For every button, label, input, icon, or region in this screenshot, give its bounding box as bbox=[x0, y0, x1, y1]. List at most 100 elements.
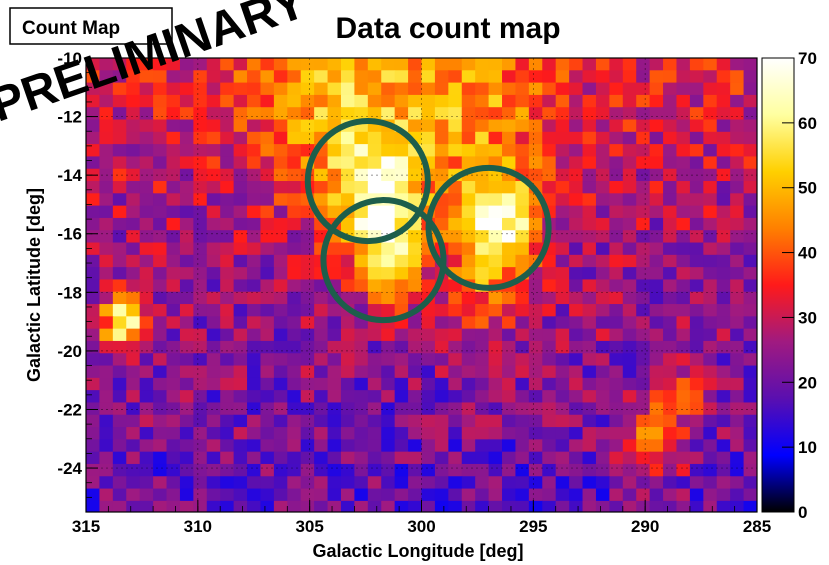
heatmap-cell bbox=[421, 254, 436, 268]
heatmap-cell bbox=[502, 193, 517, 207]
heatmap-cell bbox=[99, 82, 114, 96]
heatmap-cell bbox=[569, 217, 584, 231]
heatmap-cell bbox=[488, 304, 503, 317]
heatmap-cell bbox=[569, 205, 584, 219]
heatmap-cell bbox=[622, 230, 637, 244]
heatmap-cell bbox=[206, 217, 221, 231]
heatmap-cell bbox=[99, 131, 114, 145]
heatmap-cell bbox=[622, 488, 637, 502]
heatmap-cell bbox=[408, 500, 423, 512]
heatmap-cell bbox=[609, 82, 624, 96]
heatmap-cell bbox=[99, 476, 114, 490]
heatmap-cell bbox=[394, 242, 409, 256]
heatmap-cell bbox=[327, 193, 342, 207]
heatmap-cell bbox=[542, 377, 557, 391]
heatmap-cell bbox=[193, 291, 208, 305]
heatmap-cell bbox=[233, 439, 248, 453]
heatmap-cell bbox=[502, 131, 517, 145]
heatmap-cell bbox=[448, 451, 463, 465]
heatmap-cell bbox=[193, 58, 208, 71]
heatmap-cell bbox=[475, 476, 490, 490]
heatmap-cell bbox=[126, 82, 141, 96]
heatmap-cell bbox=[206, 463, 221, 477]
heatmap-cell bbox=[716, 353, 731, 367]
heatmap-cell bbox=[112, 414, 127, 428]
heatmap-cell bbox=[112, 427, 127, 440]
heatmap-cell bbox=[126, 316, 141, 330]
heatmap-cell bbox=[99, 377, 114, 391]
heatmap-cell bbox=[636, 377, 651, 391]
heatmap-cell bbox=[354, 131, 369, 145]
y-tick-label: -20 bbox=[57, 342, 82, 361]
heatmap-cell bbox=[448, 230, 463, 244]
heatmap-cell bbox=[716, 107, 731, 121]
heatmap-cell bbox=[179, 131, 194, 145]
heatmap-cell bbox=[314, 291, 329, 305]
heatmap-cell bbox=[112, 156, 127, 170]
heatmap-cell bbox=[166, 217, 181, 231]
heatmap-cell bbox=[260, 156, 275, 170]
heatmap-cell bbox=[247, 156, 262, 170]
heatmap-cell bbox=[663, 291, 678, 305]
heatmap-cell bbox=[528, 463, 543, 477]
y-axis-ticks: -10-12-14-16-18-20-22-24 bbox=[57, 49, 98, 498]
heatmap-cell bbox=[367, 451, 382, 465]
heatmap-cell bbox=[475, 94, 490, 108]
heatmap-cell bbox=[582, 390, 597, 404]
heatmap-cell bbox=[193, 267, 208, 281]
x-tick-label: 285 bbox=[743, 517, 771, 536]
heatmap-cell bbox=[340, 242, 355, 256]
heatmap-cell bbox=[461, 488, 476, 502]
heatmap-cell bbox=[475, 181, 490, 194]
heatmap-cell bbox=[86, 58, 101, 71]
heatmap-cell bbox=[636, 131, 651, 145]
heatmap-cell bbox=[408, 94, 423, 108]
heatmap-cell bbox=[139, 156, 154, 170]
heatmap-cell bbox=[475, 131, 490, 145]
heatmap-cell bbox=[689, 439, 704, 453]
heatmap-cell bbox=[340, 353, 355, 367]
heatmap-cell bbox=[730, 340, 745, 354]
heatmap-cell bbox=[367, 328, 382, 342]
heatmap-cell bbox=[273, 390, 288, 404]
heatmap-cell bbox=[193, 193, 208, 207]
heatmap-cell bbox=[730, 353, 745, 367]
heatmap-cell bbox=[381, 402, 396, 416]
heatmap-cell bbox=[260, 328, 275, 342]
heatmap-cell bbox=[502, 304, 517, 317]
heatmap-cell bbox=[273, 193, 288, 207]
heatmap-cell bbox=[179, 291, 194, 305]
heatmap-cell bbox=[233, 476, 248, 490]
heatmap-cell bbox=[689, 390, 704, 404]
heatmap-cell bbox=[327, 168, 342, 182]
heatmap-cell bbox=[421, 107, 436, 121]
heatmap-cell bbox=[636, 193, 651, 207]
heatmap-cell bbox=[233, 414, 248, 428]
heatmap-cell bbox=[676, 193, 691, 207]
heatmap-cell bbox=[582, 439, 597, 453]
heatmap-cell bbox=[287, 451, 302, 465]
heatmap-cell bbox=[622, 205, 637, 219]
heatmap-cell bbox=[367, 217, 382, 231]
heatmap-cell bbox=[676, 402, 691, 416]
heatmap-cell bbox=[327, 439, 342, 453]
heatmap-cell bbox=[233, 82, 248, 96]
heatmap-cell bbox=[421, 58, 436, 71]
heatmap-cell bbox=[179, 390, 194, 404]
heatmap-cell bbox=[300, 340, 315, 354]
y-tick-label: -10 bbox=[57, 49, 82, 68]
heatmap-cell bbox=[689, 353, 704, 367]
heatmap-cell bbox=[676, 119, 691, 133]
heatmap-cell bbox=[434, 316, 449, 330]
heatmap-cell bbox=[179, 377, 194, 391]
heatmap-cell bbox=[179, 70, 194, 84]
heatmap-cell bbox=[676, 328, 691, 342]
heatmap-cell bbox=[394, 414, 409, 428]
heatmap-cell bbox=[488, 217, 503, 231]
heatmap-cell bbox=[153, 390, 168, 404]
heatmap-cell bbox=[676, 291, 691, 305]
heatmap-cell bbox=[179, 242, 194, 256]
heatmap-cell bbox=[676, 230, 691, 244]
heatmap-cell bbox=[663, 390, 678, 404]
